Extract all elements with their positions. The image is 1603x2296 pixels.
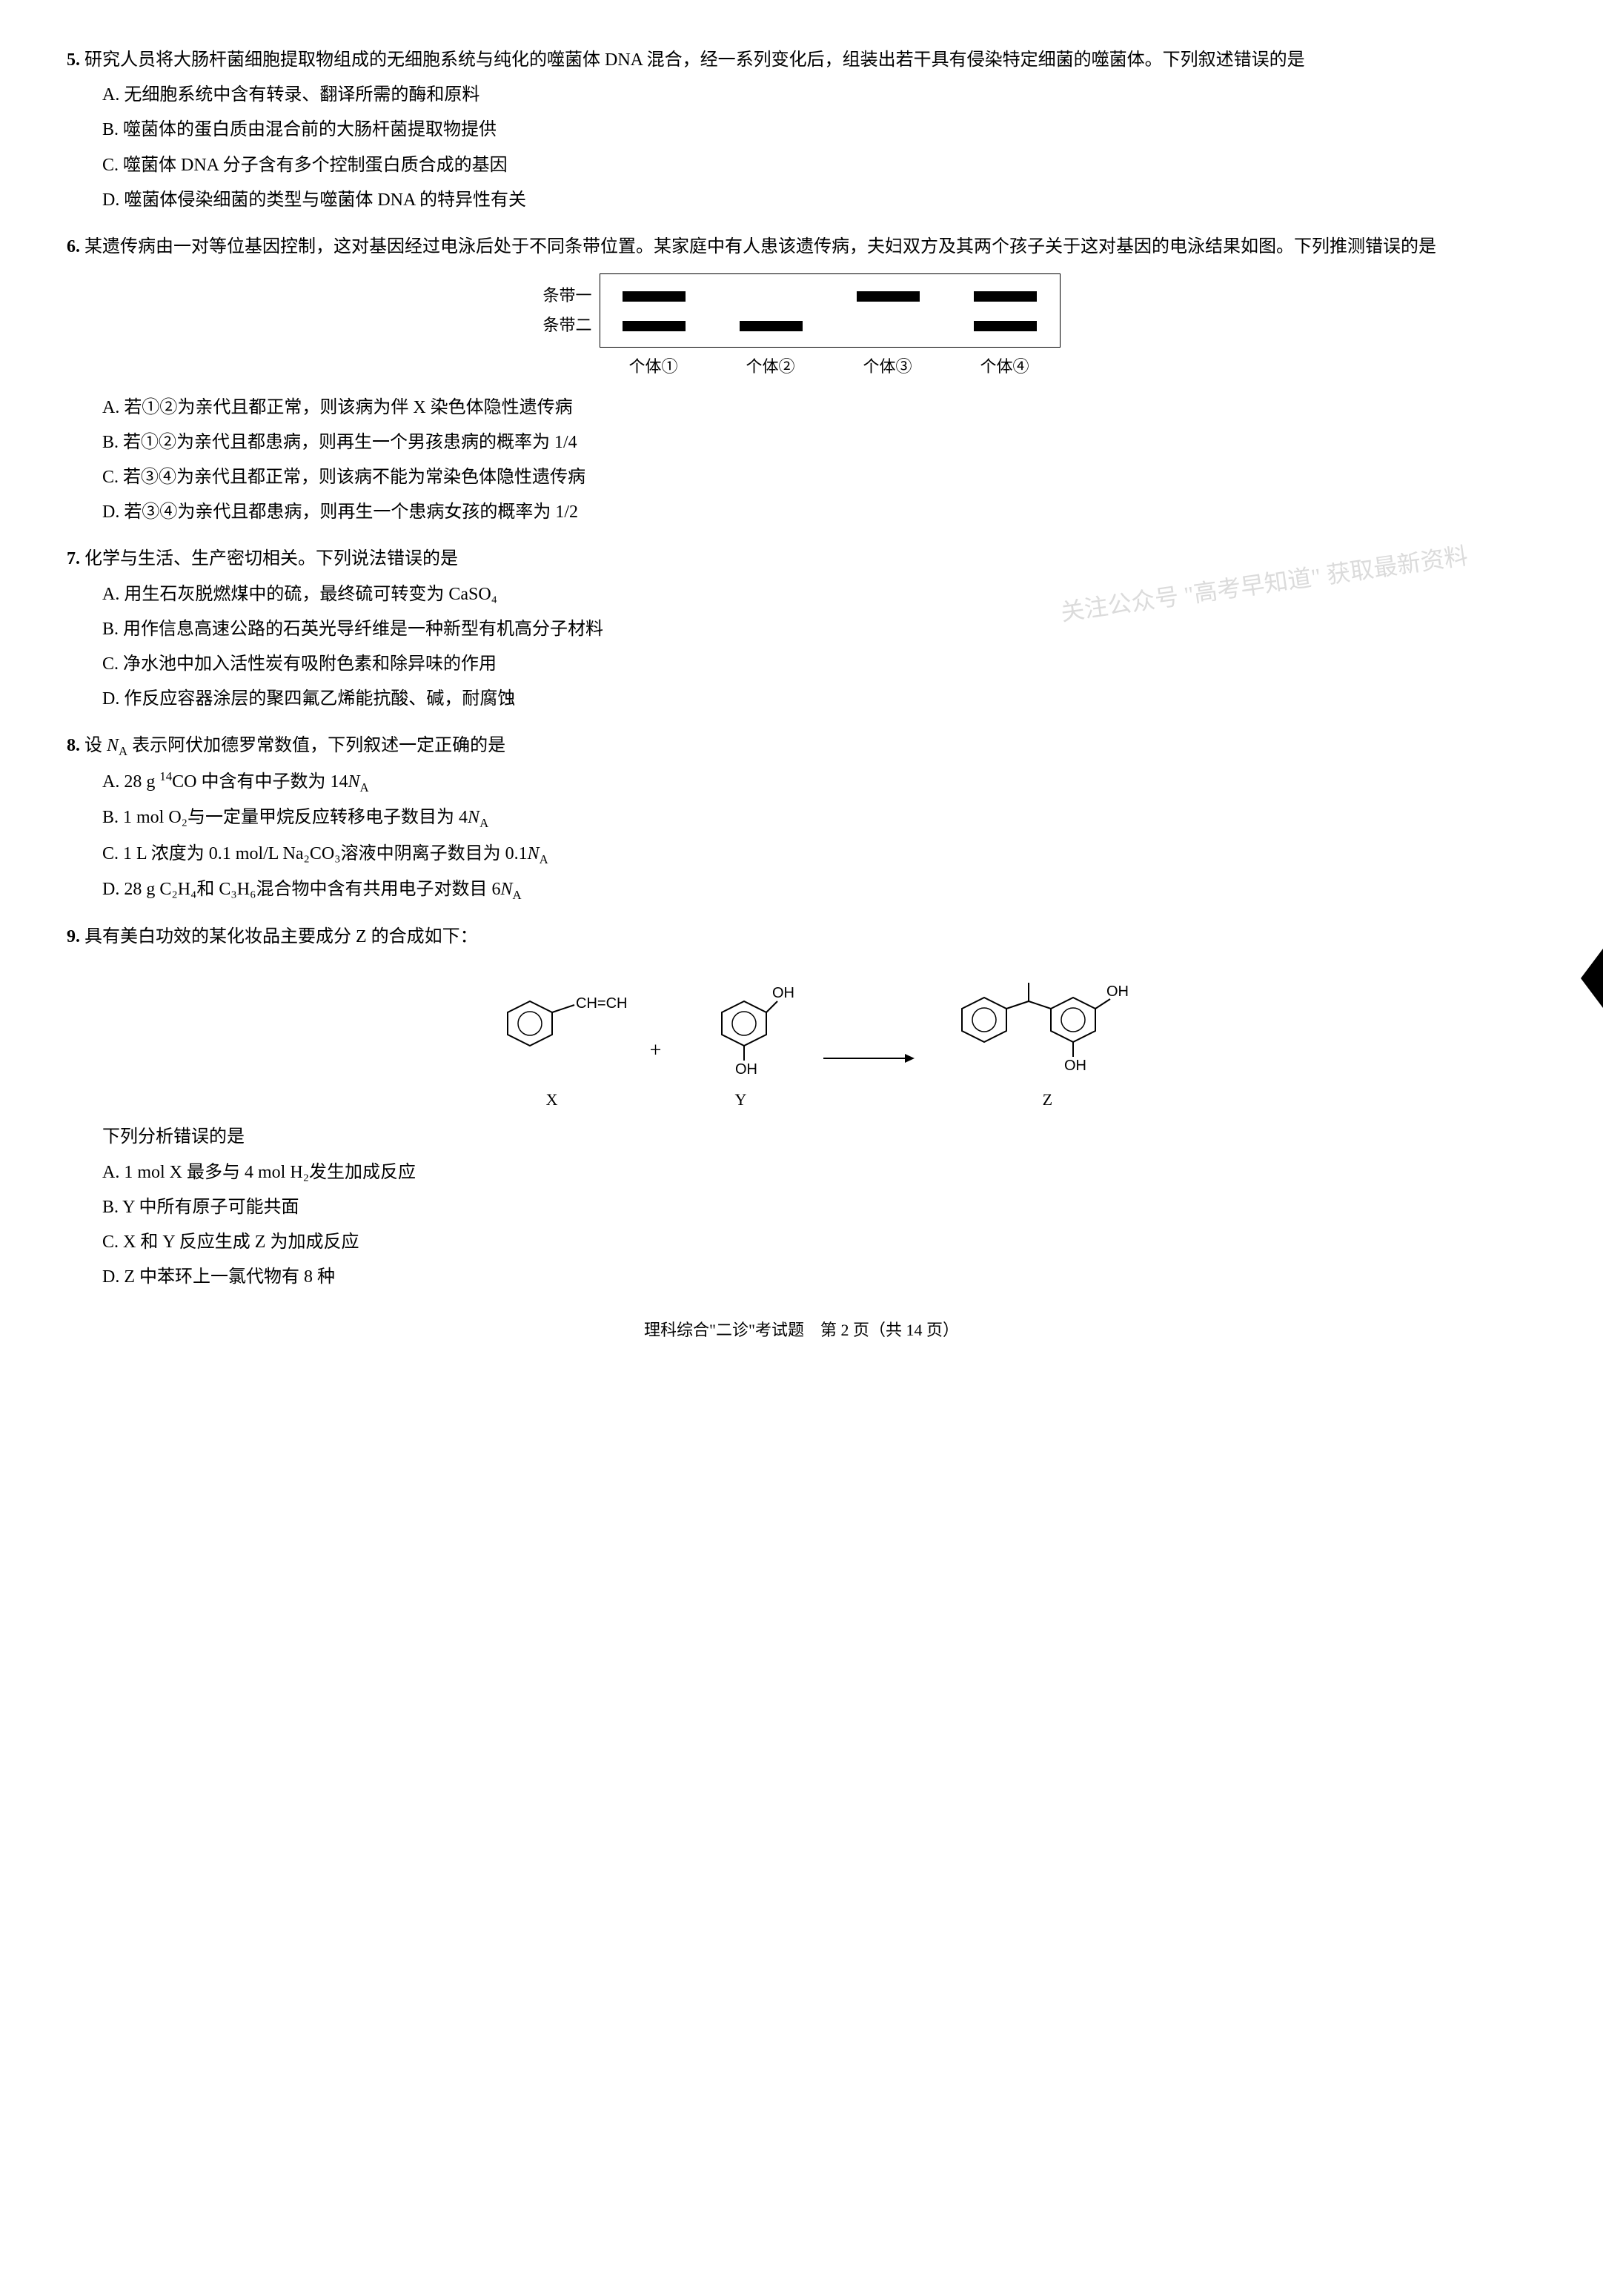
q6-opt-a: A. 若①②为亲代且都正常，则该病为伴 X 染色体隐性遗传病 (67, 392, 1536, 424)
q8-stem-p2: 表示阿伏加德罗常数值，下列叙述一定正确的是 (127, 736, 505, 755)
question-8: 8. 设 NA 表示阿伏加德罗常数值，下列叙述一定正确的是 A. 28 g 14… (67, 730, 1536, 906)
q8-stem: 8. 设 NA 表示阿伏加德罗常数值，下列叙述一定正确的是 (67, 730, 1536, 763)
gel-band (857, 291, 920, 302)
q9-num: 9. (67, 927, 80, 946)
q8-stem-p0: 设 (84, 736, 107, 755)
svg-text:OH: OH (772, 985, 794, 1001)
q5-num: 5. (67, 50, 80, 70)
question-5: 5. 研究人员将大肠杆菌细胞提取物组成的无细胞系统与纯化的噬菌体 DNA 混合，… (67, 44, 1536, 216)
gel-band (623, 321, 686, 331)
q5-opt-b: B. 噬菌体的蛋白质由混合前的大肠杆菌提取物提供 (67, 114, 1536, 146)
plus-sign: + (650, 1032, 662, 1114)
q5-stem: 5. 研究人员将大肠杆菌细胞提取物组成的无细胞系统与纯化的噬菌体 DNA 混合，… (67, 44, 1536, 76)
mol-y-label: Y (734, 1085, 746, 1115)
q9-opt-a: A. 1 mol X 最多与 4 mol H₂发生加成反应 (67, 1157, 1536, 1189)
q8-opt-d: D. 28 g C₂H₄和 C₃H₆混合物中含有共用电子对数目 6NA (67, 874, 1536, 906)
q9-post-stem: 下列分析错误的是 (67, 1121, 1536, 1153)
reaction-arrow-icon (820, 1047, 916, 1069)
q5-opt-c: C. 噬菌体 DNA 分子含有多个控制蛋白质合成的基因 (67, 150, 1536, 182)
gel-lane-label-4: 个体④ (964, 348, 1046, 382)
svg-text:OH: OH (1106, 983, 1129, 1000)
gel-lane-2 (731, 282, 812, 341)
q6-stem-text: 某遗传病由一对等位基因控制，这对基因经过电泳后处于不同条带位置。某家庭中有人患该… (84, 237, 1436, 256)
q5-opt-a: A. 无细胞系统中含有转录、翻译所需的酶和原料 (67, 79, 1536, 111)
gel-band (740, 321, 803, 331)
gel-row-label-2: 条带二 (542, 311, 591, 340)
question-6: 6. 某遗传病由一对等位基因控制，这对基因经过电泳后处于不同条带位置。某家庭中有… (67, 231, 1536, 529)
q9-stem-text: 具有美白功效的某化妆品主要成分 Z 的合成如下： (84, 927, 478, 946)
question-9: 9. 具有美白功效的某化妆品主要成分 Z 的合成如下： CH=CH₂ X + O… (67, 921, 1536, 1294)
gel-band (974, 321, 1037, 331)
q6-num: 6. (67, 237, 80, 256)
molecule-z: OH OH Z (940, 968, 1155, 1115)
q7-num: 7. (67, 549, 80, 568)
q7-opt-a: A. 用生石灰脱燃煤中的硫，最终硫可转变为 CaSO₄ (67, 579, 1536, 611)
q8-opt-c: C. 1 L 浓度为 0.1 mol/L Na₂CO₃溶液中阴离子数目为 0.1… (67, 838, 1536, 871)
mol-x-label: X (546, 1085, 558, 1115)
vinyl-label: CH=CH₂ (576, 995, 626, 1012)
q5-opt-d: D. 噬菌体侵染细菌的类型与噬菌体 DNA 的特异性有关 (67, 185, 1536, 216)
q5-stem-text: 研究人员将大肠杆菌细胞提取物组成的无细胞系统与纯化的噬菌体 DNA 混合，经一系… (84, 50, 1305, 70)
q8-num: 8. (67, 736, 80, 755)
page-footer: 理科综合"二诊"考试题 第 2 页（共 14 页） (67, 1315, 1536, 1345)
q9-opt-b: B. Y 中所有原子可能共面 (67, 1192, 1536, 1224)
gel-lane-label-3: 个体③ (847, 348, 929, 382)
molecule-x: CH=CH₂ X (478, 990, 626, 1115)
q9-opt-d: D. Z 中苯环上一氯代物有 8 种 (67, 1261, 1536, 1293)
svg-text:OH: OH (1064, 1058, 1086, 1074)
q7-opt-d: D. 作反应容器涂层的聚四氟乙烯能抗酸、碱，耐腐蚀 (67, 683, 1536, 715)
gel-lane-4 (965, 282, 1046, 341)
gel-band (974, 291, 1037, 302)
page-edge-marker (1581, 949, 1603, 1008)
q7-stem-text: 化学与生活、生产密切相关。下列说法错误的是 (84, 549, 458, 568)
gel-diagram: 条带一 条带二 个体① 个体② 个体③ 个体④ (67, 273, 1536, 382)
gel-lane-3 (848, 282, 929, 341)
q7-opt-c: C. 净水池中加入活性炭有吸附色素和除异味的作用 (67, 648, 1536, 680)
q8-na: N (107, 736, 119, 755)
q8-opt-b: B. 1 mol O₂与一定量甲烷反应转移电子数目为 4NA (67, 802, 1536, 835)
question-7: 7. 化学与生活、生产密切相关。下列说法错误的是 A. 用生石灰脱燃煤中的硫，最… (67, 543, 1536, 715)
q9-stem: 9. 具有美白功效的某化妆品主要成分 Z 的合成如下： (67, 921, 1536, 953)
q8-opt-a: A. 28 g 14CO 中含有中子数为 14NA (67, 766, 1536, 799)
q7-stem: 7. 化学与生活、生产密切相关。下列说法错误的是 (67, 543, 1536, 575)
q6-opt-c: C. 若③④为亲代且都正常，则该病不能为常染色体隐性遗传病 (67, 462, 1536, 494)
gel-lane-1 (614, 282, 695, 341)
q6-stem: 6. 某遗传病由一对等位基因控制，这对基因经过电泳后处于不同条带位置。某家庭中有… (67, 231, 1536, 263)
q9-opt-c: C. X 和 Y 反应生成 Z 为加成反应 (67, 1227, 1536, 1258)
gel-lane-label-2: 个体② (730, 348, 812, 382)
reaction-scheme: CH=CH₂ X + OH OH Y (67, 968, 1536, 1115)
q6-opt-d: D. 若③④为亲代且都患病，则再生一个患病女孩的概率为 1/2 (67, 497, 1536, 528)
molecule-y: OH OH Y (685, 975, 796, 1115)
gel-lane-label-1: 个体① (613, 348, 694, 382)
gel-band (623, 291, 686, 302)
mol-z-label: Z (1043, 1085, 1052, 1115)
gel-row-label-1: 条带一 (542, 281, 591, 311)
q7-opt-b: B. 用作信息高速公路的石英光导纤维是一种新型有机高分子材料 (67, 614, 1536, 646)
svg-text:OH: OH (735, 1061, 757, 1078)
q6-opt-b: B. 若①②为亲代且都患病，则再生一个男孩患病的概率为 1/4 (67, 427, 1536, 459)
